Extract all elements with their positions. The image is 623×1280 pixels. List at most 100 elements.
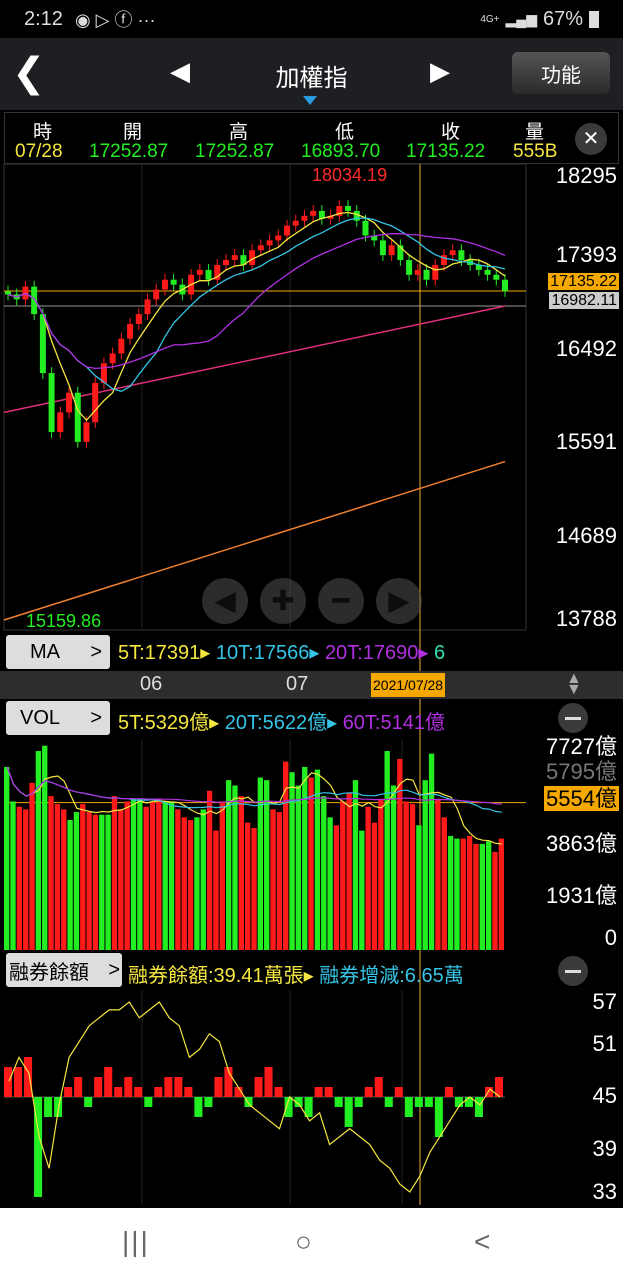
- vol-ma60-line: [6, 766, 502, 805]
- network-icon: 4G+: [480, 13, 500, 25]
- back-icon[interactable]: ❮: [12, 51, 46, 95]
- ma10-value: 10T:17566: [215, 642, 310, 664]
- resize-handle-icon[interactable]: ▲ ▼: [566, 670, 582, 698]
- candle: [502, 279, 508, 291]
- volume-bar: [143, 806, 149, 950]
- margin-tick: 33: [592, 1179, 617, 1204]
- margin-change-bar: [294, 1097, 303, 1107]
- volume-bar: [276, 812, 283, 950]
- volume-bar: [359, 830, 365, 950]
- vol-button[interactable]: VOL >: [6, 701, 110, 735]
- volume-bar: [187, 820, 194, 950]
- next-symbol-icon[interactable]: ▶: [430, 56, 450, 86]
- ma60-value: 6: [433, 642, 446, 664]
- candle: [353, 210, 360, 221]
- candle: [118, 338, 125, 354]
- margin-change-bar: [104, 1067, 113, 1097]
- volume-bar: [485, 841, 492, 950]
- zoom-out-button[interactable]: ━: [318, 578, 364, 624]
- dropdown-caret-icon[interactable]: [303, 96, 317, 105]
- volume-bar: [80, 804, 86, 950]
- volume-bar: [16, 806, 23, 950]
- margin-change-bar: [24, 1057, 33, 1097]
- scroll-left-button[interactable]: ◀: [202, 578, 248, 624]
- candle: [414, 269, 421, 275]
- margin-change-bar: [54, 1097, 63, 1117]
- volume-bar: [333, 825, 340, 950]
- header-high: 高: [229, 122, 249, 143]
- margin-change-bar: [354, 1097, 363, 1107]
- header-close: 收: [441, 122, 461, 143]
- volume-bar: [168, 801, 175, 950]
- margin-change-bar: [164, 1077, 173, 1097]
- ma5-line: [7, 211, 506, 422]
- volume-bar: [124, 801, 130, 950]
- candle: [327, 215, 334, 219]
- home-icon[interactable]: ○: [295, 1226, 312, 1257]
- volume-bar: [213, 830, 219, 950]
- margin-tick: 57: [592, 989, 617, 1014]
- candle: [493, 274, 500, 280]
- margin-change-bar: [264, 1067, 273, 1097]
- header-time: 時: [33, 122, 53, 143]
- margin-change-bar: [144, 1097, 153, 1107]
- ma-button[interactable]: MA >: [6, 635, 110, 669]
- candle: [484, 269, 491, 275]
- volume-bar: [61, 809, 67, 950]
- margin-change-bar: [484, 1087, 493, 1097]
- volume-bar: [492, 851, 498, 950]
- candle: [83, 422, 90, 442]
- close-icon[interactable]: ✕: [575, 123, 607, 155]
- price-tick: 14689: [555, 523, 617, 548]
- margin-change-bar: [74, 1077, 83, 1097]
- volume-bar: [447, 835, 454, 950]
- candle: [31, 286, 38, 315]
- candle: [205, 269, 212, 280]
- function-button[interactable]: 功能: [512, 52, 610, 94]
- candle: [318, 210, 325, 219]
- zoom-in-button[interactable]: ✚: [260, 578, 306, 624]
- volume-bar: [264, 780, 270, 950]
- recent-apps-icon[interactable]: |||: [122, 1226, 150, 1257]
- candle: [284, 225, 291, 236]
- candle: [100, 363, 107, 383]
- collapse-vol-button[interactable]: [558, 703, 588, 733]
- back-nav-icon[interactable]: <: [474, 1226, 491, 1257]
- volume-bar: [149, 801, 156, 950]
- candle: [423, 269, 430, 280]
- margin-change-bar: [224, 1067, 233, 1097]
- margin-change-bar: [424, 1097, 433, 1107]
- month-label: 06: [140, 673, 163, 695]
- ohlc-info-bar: 時 開 高 低 收 量 07/28 17252.87 17252.87 1689…: [4, 112, 619, 164]
- prev-symbol-icon[interactable]: ◀: [170, 56, 190, 86]
- candle: [196, 269, 203, 275]
- volume-bar: [92, 814, 99, 950]
- price-tick: 18295: [555, 163, 617, 188]
- margin-change-bar: [364, 1087, 373, 1097]
- month-label: 07: [286, 673, 309, 695]
- collapse-margin-button[interactable]: [558, 956, 588, 986]
- margin-change-bar: [404, 1097, 413, 1117]
- margin-change-bar: [454, 1097, 463, 1107]
- candle: [397, 245, 404, 261]
- candle: [153, 289, 160, 300]
- volume-bar: [346, 793, 352, 950]
- volume-bar: [270, 809, 276, 950]
- value-open: 17252.87: [89, 141, 169, 162]
- margin-change-bar: [494, 1077, 503, 1097]
- stock-chart[interactable]: [0, 0, 623, 1208]
- margin-button[interactable]: 融券餘額 >: [6, 953, 122, 987]
- volume-bar: [111, 796, 118, 950]
- value-close: 17135.22: [406, 141, 486, 162]
- ma20-line: [7, 233, 506, 370]
- system-nav-bar: ||| ○ <: [0, 1208, 623, 1280]
- volume-bar: [454, 838, 460, 950]
- volume-bar: [435, 798, 441, 950]
- volume-bar: [137, 798, 143, 950]
- volume-bar: [251, 827, 257, 950]
- margin-change-bar: [34, 1097, 43, 1197]
- page-title[interactable]: 加權指: [275, 65, 348, 92]
- volume-bar: [181, 817, 187, 950]
- vol-tick: 5795億: [546, 759, 617, 784]
- scroll-right-button[interactable]: ▶: [376, 578, 422, 624]
